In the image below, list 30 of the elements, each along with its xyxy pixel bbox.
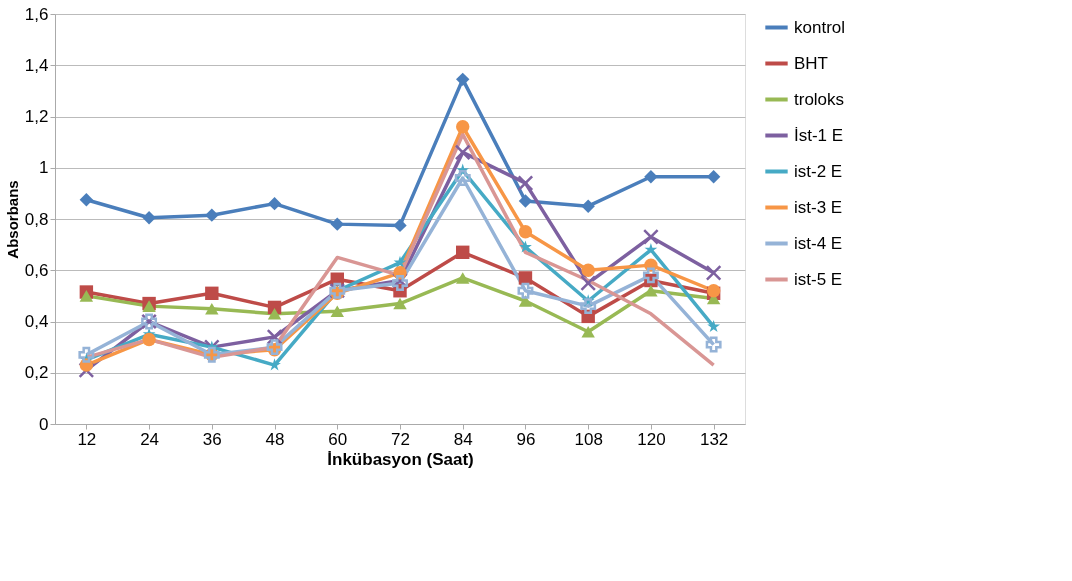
x-tick-label: 36 (202, 429, 222, 449)
legend-label: ist-2 E (794, 161, 843, 181)
legend-label: ist-4 E (794, 233, 843, 253)
x-tick-label: 84 (453, 429, 473, 449)
legend-label: ist-5 E (794, 269, 843, 289)
y-tick-label: 0,4 (24, 312, 49, 331)
y-tick-label: 1,4 (24, 55, 49, 75)
y-axis-title: Absorbans (3, 180, 21, 259)
x-tick-label: 132 (699, 429, 729, 449)
y-tick-label: 0 (39, 414, 49, 434)
y-tick-label: 0,8 (24, 209, 49, 229)
x-tick-label: 48 (265, 429, 285, 449)
legend-label: kontrol (794, 17, 846, 37)
x-tick-label: 12 (77, 429, 97, 449)
y-tick-label: 1,6 (24, 4, 49, 24)
legend-label: BHT (794, 53, 828, 73)
x-tick-label: 120 (637, 429, 666, 449)
legend-label: ist-3 E (794, 197, 843, 217)
x-axis-title: İnkübasyon (Saat) (327, 449, 474, 469)
y-tick-label: 0,6 (24, 260, 49, 280)
legend-label: İst-1 E (794, 125, 844, 145)
y-tick-label: 1,2 (24, 107, 49, 126)
legend-label: troloks (794, 89, 845, 109)
y-tick-label: 0,2 (24, 363, 49, 383)
y-tick-label: 1 (39, 158, 49, 178)
x-tick-label: 60 (328, 429, 348, 449)
x-tick-label: 108 (574, 429, 603, 449)
x-tick-label: 96 (516, 429, 536, 449)
x-tick-label: 72 (391, 429, 410, 449)
x-tick-label: 24 (140, 429, 160, 449)
